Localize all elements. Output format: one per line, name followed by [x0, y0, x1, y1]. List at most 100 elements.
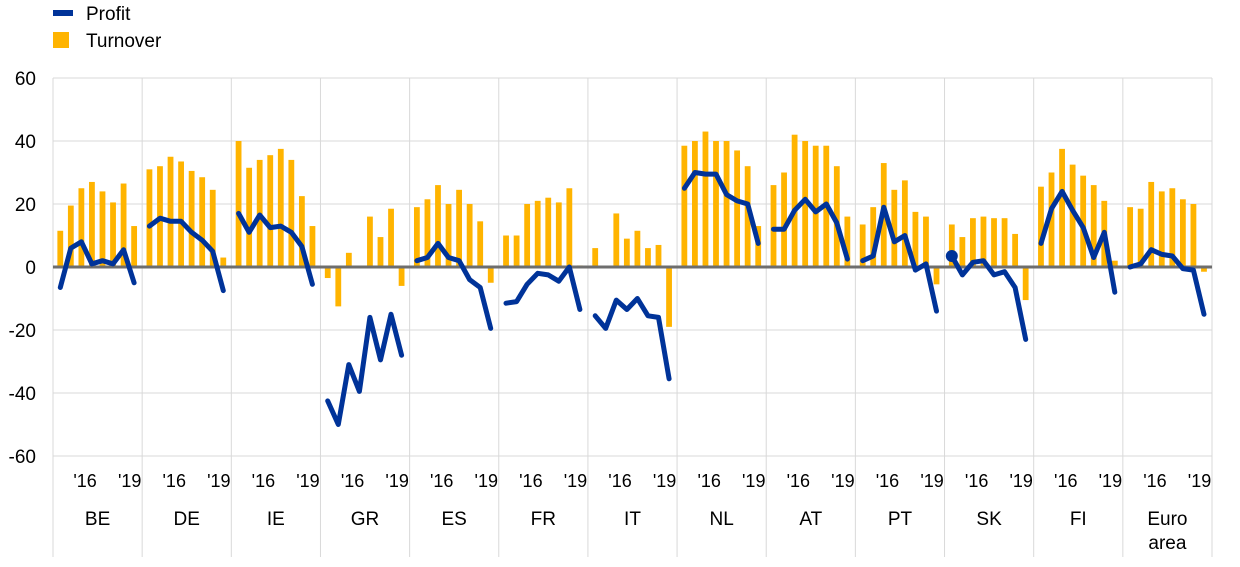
profit-line	[592, 296, 672, 382]
turnover-bar	[235, 141, 242, 267]
turnover-bar	[744, 166, 751, 267]
legend-label: Profit	[86, 4, 131, 25]
profit-line	[1127, 247, 1207, 317]
y-tick-label: -40	[9, 384, 36, 405]
turnover-bar	[1059, 148, 1065, 267]
turnover-bar	[734, 150, 741, 267]
group-label: area	[1148, 533, 1186, 554]
turnover-bar	[833, 166, 840, 267]
turnover-bar	[1069, 164, 1076, 267]
group-label: GR	[351, 509, 380, 530]
turnover-bar	[1169, 188, 1176, 267]
turnover-bar	[456, 189, 462, 267]
turnover-bar	[435, 185, 441, 267]
turnover-bar	[120, 183, 127, 267]
y-tick-label: 20	[15, 195, 36, 216]
x-tick-label: '16	[519, 471, 542, 491]
turnover-bar	[859, 224, 866, 267]
turnover-bar	[78, 188, 85, 267]
x-axis: '16'19BE'16'19DE'16'19IE'16'19GR'16'19ES…	[73, 471, 1211, 554]
turnover-bar	[199, 177, 206, 267]
x-tick-label: '16	[1054, 471, 1077, 491]
turnover-bar	[131, 226, 138, 267]
y-tick-label: 60	[15, 69, 36, 90]
turnover-bar	[980, 216, 987, 267]
legend-label: Turnover	[86, 31, 162, 52]
turnover-bar	[1190, 204, 1197, 267]
turnover-bar	[912, 211, 919, 267]
turnover-bar	[309, 226, 316, 267]
turnover-bar	[57, 230, 64, 267]
turnover-bar	[634, 230, 641, 267]
group-label: Euro	[1147, 509, 1187, 530]
turnover-bar	[1179, 199, 1186, 267]
turnover-bar	[1001, 218, 1008, 267]
turnover-bar	[534, 200, 541, 267]
profit-marker	[945, 249, 958, 262]
x-tick-label: '19	[118, 471, 141, 491]
turnover-bar	[335, 267, 342, 307]
group-label: BE	[85, 509, 110, 530]
x-tick-label: '19	[564, 471, 587, 491]
turnover-bar	[545, 197, 552, 267]
turnover-bar	[702, 131, 709, 267]
profit-line	[414, 240, 494, 331]
turnover-bar	[681, 145, 688, 267]
turnover-bar	[592, 248, 599, 267]
x-tick-label: '16	[608, 471, 631, 491]
x-tick-label: '16	[697, 471, 720, 491]
turnover-bar	[1080, 175, 1087, 267]
turnover-bar	[948, 224, 955, 267]
turnover-bar	[959, 237, 966, 267]
turnover-bar	[1090, 185, 1097, 267]
turnover-bar	[246, 167, 253, 267]
x-tick-label: '16	[430, 471, 453, 491]
turnover-bar	[613, 213, 620, 267]
y-tick-label: -20	[9, 321, 36, 342]
turnover-bar	[933, 267, 940, 285]
turnover-bars	[57, 131, 1207, 327]
group-separators	[52, 78, 1213, 557]
turnover-bar	[178, 161, 184, 267]
turnover-bar	[1137, 208, 1144, 267]
turnover-bar	[666, 267, 672, 327]
turnover-bar	[367, 216, 373, 267]
profit-line	[57, 239, 137, 290]
turnover-bar	[802, 141, 809, 267]
turnover-bar	[388, 208, 394, 267]
x-tick-label: '19	[742, 471, 765, 491]
legend-swatch-turnover	[53, 32, 69, 48]
turnover-bar	[513, 235, 520, 267]
turnover-bar	[267, 155, 274, 267]
turnover-bar	[1201, 267, 1207, 272]
x-tick-label: '19	[653, 471, 676, 491]
turnover-bar	[566, 188, 573, 267]
x-tick-label: '19	[1099, 471, 1122, 491]
x-tick-label: '19	[831, 471, 854, 491]
turnover-bar	[1038, 186, 1044, 267]
group-label: SK	[976, 509, 1002, 530]
turnover-bar	[277, 148, 284, 267]
turnover-bar	[655, 244, 662, 267]
turnover-bar	[645, 248, 651, 267]
x-tick-label: '19	[475, 471, 498, 491]
turnover-bar	[923, 216, 929, 267]
turnover-bar	[445, 204, 452, 267]
profit-lines	[57, 170, 1207, 427]
turnover-bar	[1127, 207, 1134, 267]
turnover-bar	[487, 267, 494, 283]
turnover-bar	[781, 172, 787, 267]
turnover-bar	[298, 196, 305, 267]
turnover-bar	[99, 191, 106, 267]
profit-line	[146, 215, 226, 294]
turnover-bar	[901, 180, 908, 267]
y-axis: 60 40 20 0 -20 -40 -60	[9, 69, 36, 468]
turnover-bar	[791, 134, 798, 267]
x-tick-label: '16	[73, 471, 96, 491]
group-label: NL	[710, 509, 734, 530]
turnover-bar	[713, 141, 719, 267]
turnover-bar	[844, 216, 851, 267]
x-tick-label: '19	[1188, 471, 1211, 491]
legend: Profit Turnover	[53, 4, 162, 52]
profit-line	[236, 210, 315, 287]
